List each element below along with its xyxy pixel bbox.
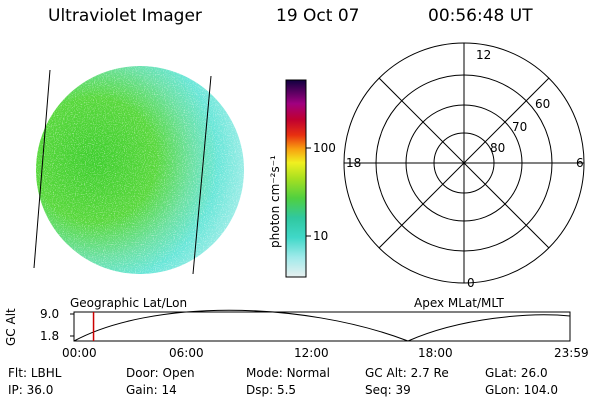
status-flt-key: Flt:	[8, 366, 27, 380]
timeline-x-tick-0600: 06:00	[169, 346, 204, 360]
colorbar	[285, 79, 311, 278]
lat-label-80: 80	[490, 141, 506, 155]
status-door-value: Open	[162, 366, 195, 380]
colorbar-label-100: 100	[313, 141, 336, 155]
status-glat-value: 26.0	[520, 366, 548, 380]
status-gain: Gain: 14	[126, 383, 177, 397]
status-glon-key: GLon:	[485, 383, 520, 397]
uv-image	[33, 66, 244, 275]
instrument-title: Ultraviolet Imager	[48, 6, 202, 26]
timeline-right-caption: Apex MLat/MLT	[414, 296, 504, 310]
status-seq-value: 39	[395, 383, 411, 397]
colorbar-unit-label: photon cm⁻²s⁻¹	[268, 155, 282, 248]
status-glon-value: 104.0	[523, 383, 558, 397]
status-gain-value: 14	[161, 383, 177, 397]
colorbar-label-10: 10	[313, 229, 329, 243]
status-mode: Mode: Normal	[246, 366, 330, 380]
status-glat: GLat: 26.0	[485, 366, 548, 380]
lat-label-70: 70	[512, 120, 528, 134]
colorbar-frame	[285, 79, 307, 278]
timeline-left-caption: Geographic Lat/Lon	[70, 296, 188, 310]
status-ip-value: 36.0	[26, 383, 54, 397]
image-date: 19 Oct 07	[276, 6, 360, 26]
timeline-plot	[70, 309, 571, 342]
mlt-label-12: 12	[476, 48, 492, 62]
timeline-y-axis-label: GC Alt	[4, 308, 18, 346]
status-door: Door: Open	[126, 366, 195, 380]
polar-diagonal-2	[378, 77, 550, 249]
uv-image-noise	[36, 66, 244, 274]
status-dsp: Dsp: 5.5	[246, 383, 296, 397]
colorbar-gradient	[286, 80, 306, 277]
status-glat-key: GLat:	[485, 366, 518, 380]
timeline-x-tick-1200: 12:00	[294, 346, 329, 360]
status-door-key: Door:	[126, 366, 159, 380]
lat-label-60: 60	[535, 97, 551, 111]
status-ip: IP: 36.0	[8, 383, 53, 397]
mlt-label-6: 6	[576, 156, 584, 170]
timeline-x-tick-0000: 00:00	[62, 346, 97, 360]
status-flt: Flt: LBHL	[8, 366, 61, 380]
left-meridian-line	[33, 69, 51, 269]
status-gc-alt-value: 2.7 Re	[410, 366, 449, 380]
status-gc-alt-key: GC Alt:	[365, 366, 407, 380]
status-ip-key: IP:	[8, 383, 23, 397]
timeline-y-tick-label-1.8: 1.8	[40, 329, 60, 343]
mlt-label-18: 18	[346, 156, 362, 170]
status-flt-value: LBHL	[30, 366, 62, 380]
timeline-y-tick-label-9: 9.0	[40, 307, 60, 321]
status-dsp-key: Dsp:	[246, 383, 274, 397]
timeline-frame	[73, 311, 571, 342]
image-time: 00:56:48 UT	[428, 6, 533, 26]
timeline-x-tick-2359: 23:59	[554, 346, 589, 360]
status-gc-alt: GC Alt: 2.7 Re	[365, 366, 449, 380]
status-seq-key: Seq:	[365, 383, 392, 397]
status-seq: Seq: 39	[365, 383, 411, 397]
mlt-label-0: 0	[467, 276, 475, 290]
polar-grid	[343, 42, 585, 284]
status-mode-key: Mode:	[246, 366, 283, 380]
altitude-curve	[73, 309, 571, 342]
status-gain-key: Gain:	[126, 383, 158, 397]
status-glon: GLon: 104.0	[485, 383, 558, 397]
right-meridian-line	[192, 75, 212, 275]
timeline-x-tick-1800: 18:00	[418, 346, 453, 360]
status-mode-value: Normal	[286, 366, 330, 380]
status-dsp-value: 5.5	[276, 383, 297, 397]
